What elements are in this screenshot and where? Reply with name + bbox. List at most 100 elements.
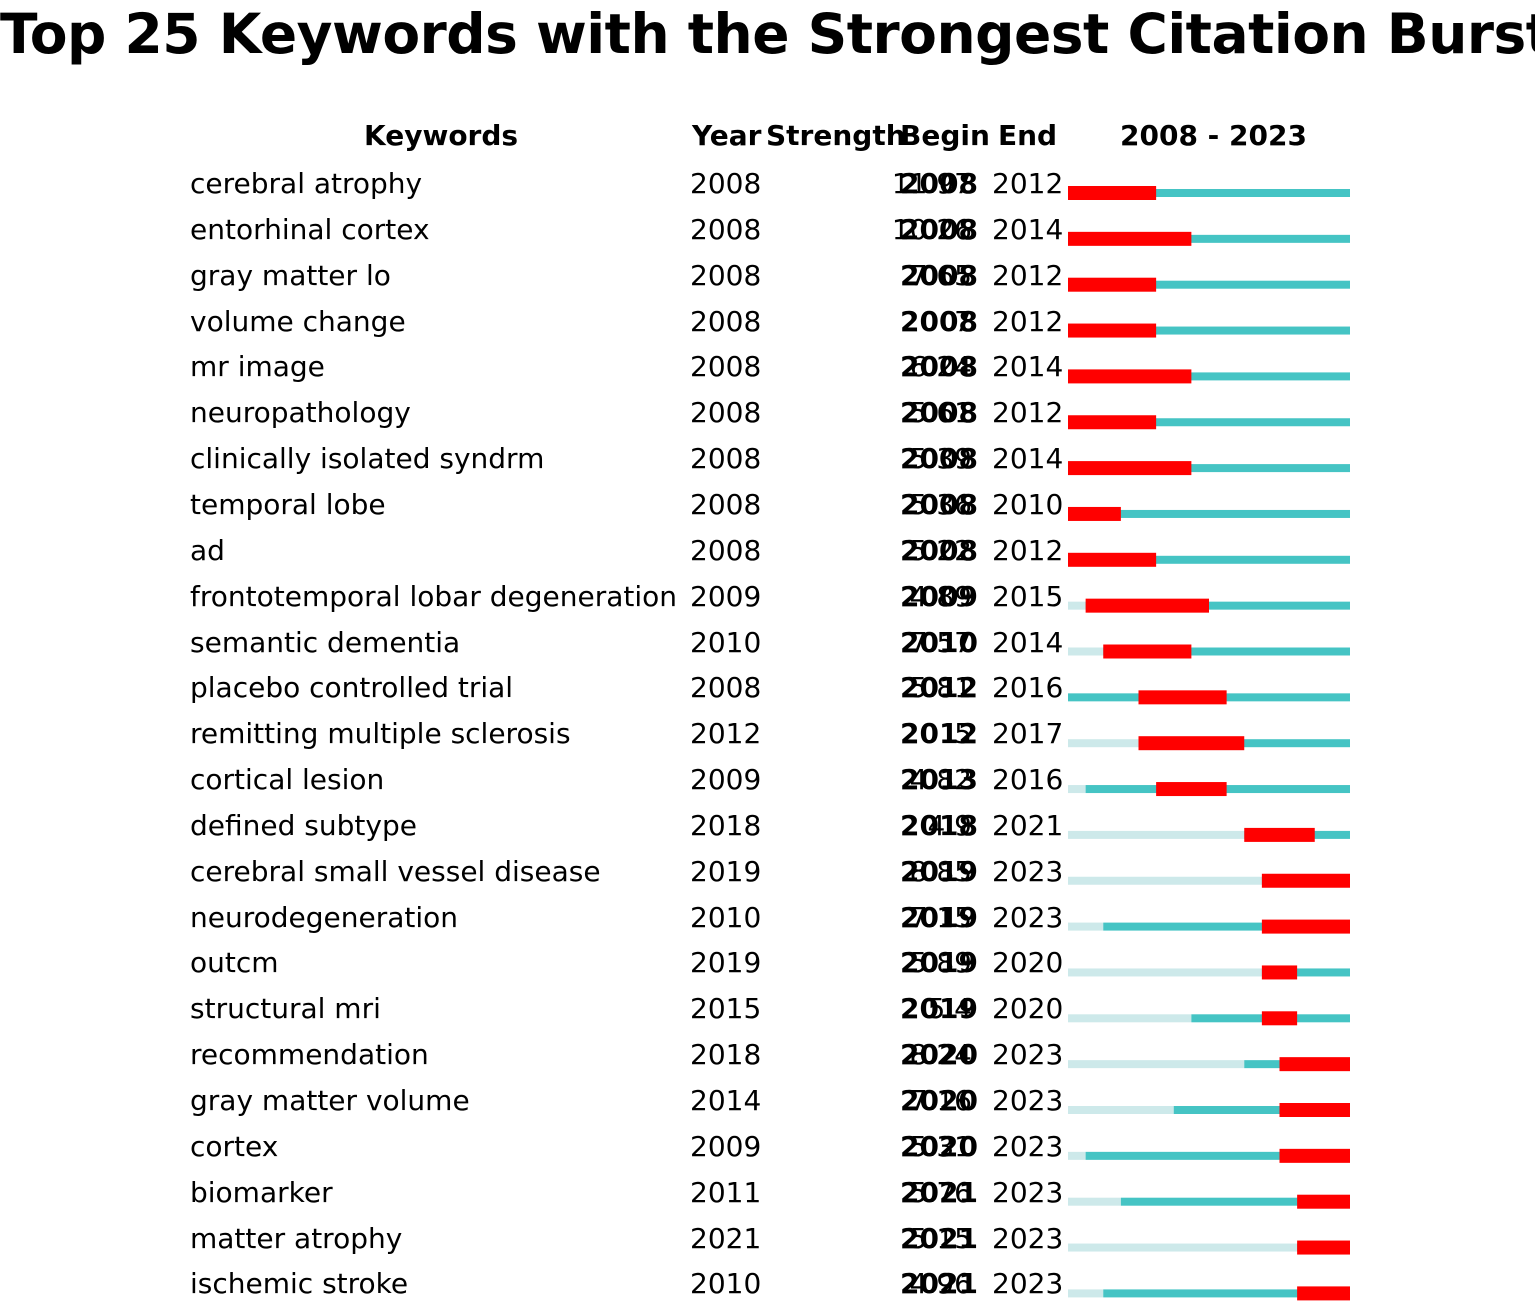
bar-before-segment xyxy=(1068,1243,1298,1252)
row-keyword: defined subtype xyxy=(190,808,417,842)
row-begin: 2012 xyxy=(900,671,978,705)
row-keyword: neuropathology xyxy=(190,396,411,430)
header-keywords: Keywords xyxy=(364,119,519,152)
bar-active-segment xyxy=(1173,1106,1350,1114)
row-begin: 2008 xyxy=(900,487,978,521)
bar-before-segment xyxy=(1068,1197,1121,1206)
bar-burst-segment xyxy=(1279,1057,1350,1072)
row-end: 2015 xyxy=(992,579,1064,613)
row-strength: 7 xyxy=(954,304,972,338)
row-strength: 8.85 xyxy=(909,854,972,888)
row-year: 2009 xyxy=(690,763,762,797)
row-end: 2021 xyxy=(992,808,1064,842)
row-year: 2018 xyxy=(690,1038,762,1072)
bar-active-segment xyxy=(1103,922,1350,931)
bar-active-segment xyxy=(1068,464,1350,473)
header-range: 2008 - 2023 xyxy=(1120,119,1307,152)
row-year: 2015 xyxy=(690,992,762,1026)
bar-before-segment xyxy=(1068,968,1262,977)
row-year: 2014 xyxy=(690,1084,762,1117)
bar-before-segment xyxy=(1068,739,1139,748)
row-begin: 2019 xyxy=(900,854,978,888)
row-begin: 2019 xyxy=(900,946,978,980)
bar-burst-segment xyxy=(1068,323,1157,338)
bar-burst-segment xyxy=(1138,690,1227,705)
row-end: 2020 xyxy=(992,992,1064,1026)
row-begin: 2021 xyxy=(900,1175,978,1209)
row-strength: 5.4 xyxy=(927,992,972,1026)
row-end: 2023 xyxy=(992,1175,1064,1209)
bar-before-segment xyxy=(1068,785,1086,794)
row-strength: 5 xyxy=(954,717,972,751)
bar-active-segment xyxy=(1103,647,1350,656)
row-begin: 2019 xyxy=(900,900,978,934)
row-end: 2023 xyxy=(992,1267,1064,1301)
row-end: 2012 xyxy=(992,167,1064,200)
header-end: End xyxy=(998,119,1058,152)
bar-burst-segment xyxy=(1261,1011,1298,1026)
row-end: 2010 xyxy=(992,487,1064,521)
row-strength: 5.76 xyxy=(909,1175,972,1209)
bar-before-segment xyxy=(1068,601,1086,610)
row-strength: 4.89 xyxy=(909,579,972,613)
row-keyword: recommendation xyxy=(190,1038,429,1072)
row-keyword: cerebral atrophy xyxy=(190,167,423,200)
row-begin: 2009 xyxy=(900,579,978,613)
row-end: 2023 xyxy=(992,854,1064,888)
row-end: 2017 xyxy=(992,717,1064,751)
row-strength: 11.97 xyxy=(891,167,972,200)
bar-burst-segment xyxy=(1068,231,1192,246)
row-strength: 6.24 xyxy=(909,350,972,384)
bar-before-segment xyxy=(1068,830,1245,839)
row-strength: 4.9 xyxy=(927,808,972,842)
row-end: 2023 xyxy=(992,1129,1064,1163)
bar-before-segment xyxy=(1068,1289,1104,1298)
row-end: 2014 xyxy=(992,625,1064,659)
row-begin: 2008 xyxy=(900,350,978,384)
row-year: 2010 xyxy=(690,900,762,934)
bar-burst-segment xyxy=(1103,644,1192,659)
row-begin: 2008 xyxy=(900,167,978,200)
bar-burst-segment xyxy=(1085,598,1209,613)
row-end: 2016 xyxy=(992,763,1064,797)
row-year: 2011 xyxy=(690,1175,762,1209)
header-year: Year xyxy=(692,119,762,152)
row-strength: 10.26 xyxy=(891,212,972,246)
row-keyword: placebo controlled trial xyxy=(190,671,514,705)
row-keyword: remitting multiple sclerosis xyxy=(190,717,571,751)
row-year: 2008 xyxy=(690,304,762,338)
row-end: 2012 xyxy=(992,258,1064,292)
bar-burst-segment xyxy=(1068,415,1157,430)
bar-active-segment xyxy=(1068,555,1350,564)
row-keyword: semantic dementia xyxy=(190,625,461,659)
row-begin: 2010 xyxy=(900,625,978,659)
row-keyword: gray matter volume xyxy=(190,1084,470,1117)
row-year: 2012 xyxy=(690,717,762,751)
bar-active-segment xyxy=(1103,1289,1350,1298)
bar-burst-segment xyxy=(1244,827,1315,842)
bar-before-segment xyxy=(1068,1060,1245,1069)
row-end: 2012 xyxy=(992,533,1064,567)
bar-burst-segment xyxy=(1068,506,1121,521)
row-begin: 2021 xyxy=(900,1267,978,1301)
row-end: 2023 xyxy=(992,1084,1064,1117)
row-year: 2018 xyxy=(690,808,762,842)
bar-burst-segment xyxy=(1068,461,1192,476)
row-end: 2014 xyxy=(992,350,1064,384)
bar-active-segment xyxy=(1085,601,1350,610)
row-begin: 2020 xyxy=(900,1038,978,1072)
bar-active-segment xyxy=(1068,418,1350,427)
row-strength: 7.57 xyxy=(909,625,972,659)
row-begin: 2008 xyxy=(900,212,978,246)
bar-before-segment xyxy=(1068,1151,1086,1160)
row-end: 2012 xyxy=(992,396,1064,430)
bar-burst-segment xyxy=(1068,277,1157,292)
row-keyword: clinically isolated syndrm xyxy=(190,442,545,476)
bar-burst-segment xyxy=(1068,369,1192,384)
row-begin: 2012 xyxy=(900,717,978,751)
bar-active-segment xyxy=(1261,968,1350,977)
bar-burst-segment xyxy=(1138,736,1245,751)
row-begin: 2008 xyxy=(900,442,978,476)
row-year: 2008 xyxy=(690,671,762,705)
